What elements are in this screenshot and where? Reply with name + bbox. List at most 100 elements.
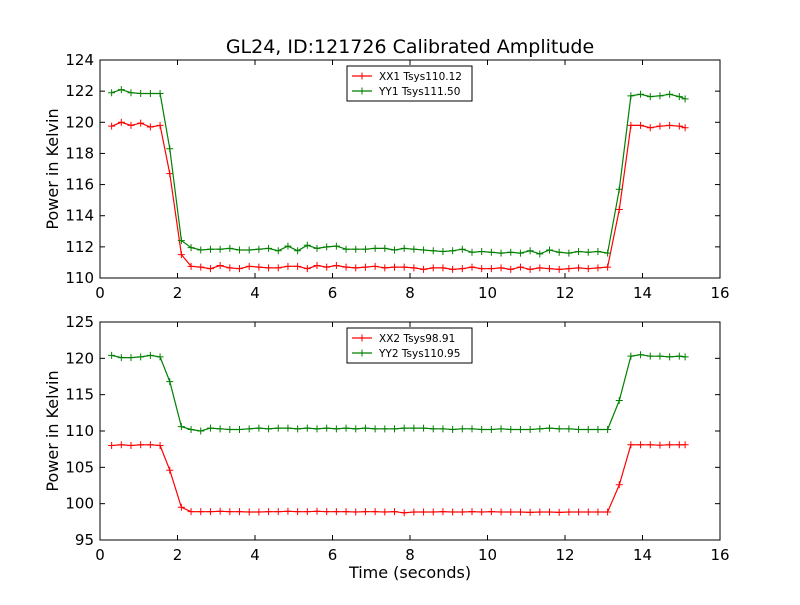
bottom-data-point: [303, 424, 311, 432]
bottom-data-point: [342, 424, 350, 432]
top-data-point: [391, 246, 398, 254]
top-data-point: [400, 244, 408, 252]
bottom-data-point: [177, 503, 185, 511]
bottom-y-tick-label: 115: [65, 386, 94, 404]
top-legend-marker: [358, 72, 366, 80]
top-data-point: [177, 251, 185, 259]
bottom-data-point: [681, 353, 689, 361]
top-data-point: [226, 244, 234, 252]
bottom-x-tick-label: 14: [633, 546, 652, 564]
bottom-data-point: [146, 441, 154, 449]
top-data-point: [526, 247, 534, 255]
top-data-point: [565, 249, 573, 257]
top-data-point: [361, 245, 369, 253]
top-data-point: [410, 245, 418, 253]
bottom-data-point: [594, 426, 602, 434]
bottom-data-point: [468, 508, 476, 516]
top-data-point: [177, 237, 185, 245]
top-data-point: [666, 90, 674, 98]
bottom-y-tick-label: 95: [75, 531, 94, 549]
bottom-x-tick-label: 8: [405, 546, 415, 564]
top-data-point: [656, 122, 664, 130]
bottom-data-point: [108, 442, 116, 450]
bottom-data-point: [646, 352, 654, 360]
top-data-point: [546, 246, 553, 254]
top-data-point: [410, 264, 418, 272]
bottom-data-point: [666, 353, 674, 361]
top-data-point: [313, 244, 321, 252]
top-data-point: [615, 205, 623, 213]
top-panel: Power in Kelvin 0 2 4 6 8 10 12 14 16 110 112 114 11…: [43, 51, 730, 302]
top-data-point: [575, 248, 583, 256]
bottom-data-point: [681, 441, 689, 449]
bottom-data-point: [656, 352, 664, 360]
bottom-data-point: [507, 508, 515, 516]
bottom-data-point: [575, 508, 583, 516]
bottom-data-point: [536, 508, 544, 516]
top-legend-marker: [358, 87, 366, 95]
bottom-data-point: [381, 508, 389, 516]
bottom-data-point: [381, 425, 389, 433]
bottom-data-point: [615, 481, 623, 489]
top-data-point: [536, 264, 544, 272]
top-data-point: [420, 265, 428, 273]
bottom-data-point: [546, 424, 553, 432]
top-data-point: [497, 249, 505, 257]
bottom-data-point: [236, 508, 243, 516]
top-data-point: [216, 262, 224, 270]
top-data-point: [236, 265, 243, 273]
bottom-data-point: [117, 354, 125, 362]
top-data-point: [627, 92, 635, 100]
bottom-data-point: [108, 351, 116, 359]
top-data-point: [458, 265, 466, 273]
top-data-point: [449, 247, 457, 255]
bottom-data-point: [265, 425, 273, 433]
bottom-data-point: [516, 508, 524, 516]
bottom-x-tick-label: 2: [173, 546, 183, 564]
bottom-data-point: [127, 354, 135, 362]
bottom-data-point: [604, 426, 612, 434]
bottom-data-point: [166, 378, 174, 386]
top-data-point: [604, 249, 612, 257]
top-legend-label: YY1 Tsys111.50: [378, 86, 460, 98]
bottom-y-axis-label: Power in Kelvin: [43, 370, 62, 491]
bottom-data-point: [516, 426, 524, 434]
top-data-point: [197, 263, 205, 271]
top-data-point: [255, 263, 263, 271]
top-data-point: [361, 263, 369, 271]
top-data-point: [313, 262, 321, 270]
top-data-point: [206, 245, 214, 253]
bottom-data-point: [400, 509, 408, 517]
top-legend-label: XX1 Tsys110.12: [379, 71, 462, 83]
top-data-point: [156, 121, 164, 129]
top-y-tick-label: 110: [65, 269, 94, 287]
bottom-data-point: [197, 427, 205, 435]
top-y-tick-label: 124: [65, 51, 94, 69]
top-data-point: [681, 95, 689, 103]
top-y-tick-label: 122: [65, 82, 94, 100]
top-data-point: [371, 262, 379, 270]
bottom-data-point: [420, 508, 428, 516]
top-data-point: [108, 89, 116, 97]
bottom-data-point: [546, 508, 553, 516]
bottom-data-point: [352, 425, 360, 433]
top-data-point: [675, 93, 683, 101]
bottom-data-point: [439, 508, 447, 516]
bottom-data-point: [604, 508, 612, 516]
bottom-data-point: [313, 507, 321, 515]
top-data-point: [507, 265, 515, 273]
top-data-point: [137, 119, 145, 127]
bottom-data-point: [627, 441, 635, 449]
top-x-tick-label: 16: [710, 284, 729, 302]
top-data-point: [478, 265, 486, 273]
bottom-data-point: [332, 508, 340, 516]
top-data-point: [439, 248, 447, 256]
top-x-tick-label: 0: [95, 284, 105, 302]
bottom-data-point: [332, 425, 340, 433]
top-data-point: [226, 264, 234, 272]
top-data-point: [245, 246, 253, 254]
bottom-data-point: [656, 441, 664, 449]
top-x-tick-label: 8: [405, 284, 415, 302]
bottom-legend-marker: [358, 334, 366, 342]
